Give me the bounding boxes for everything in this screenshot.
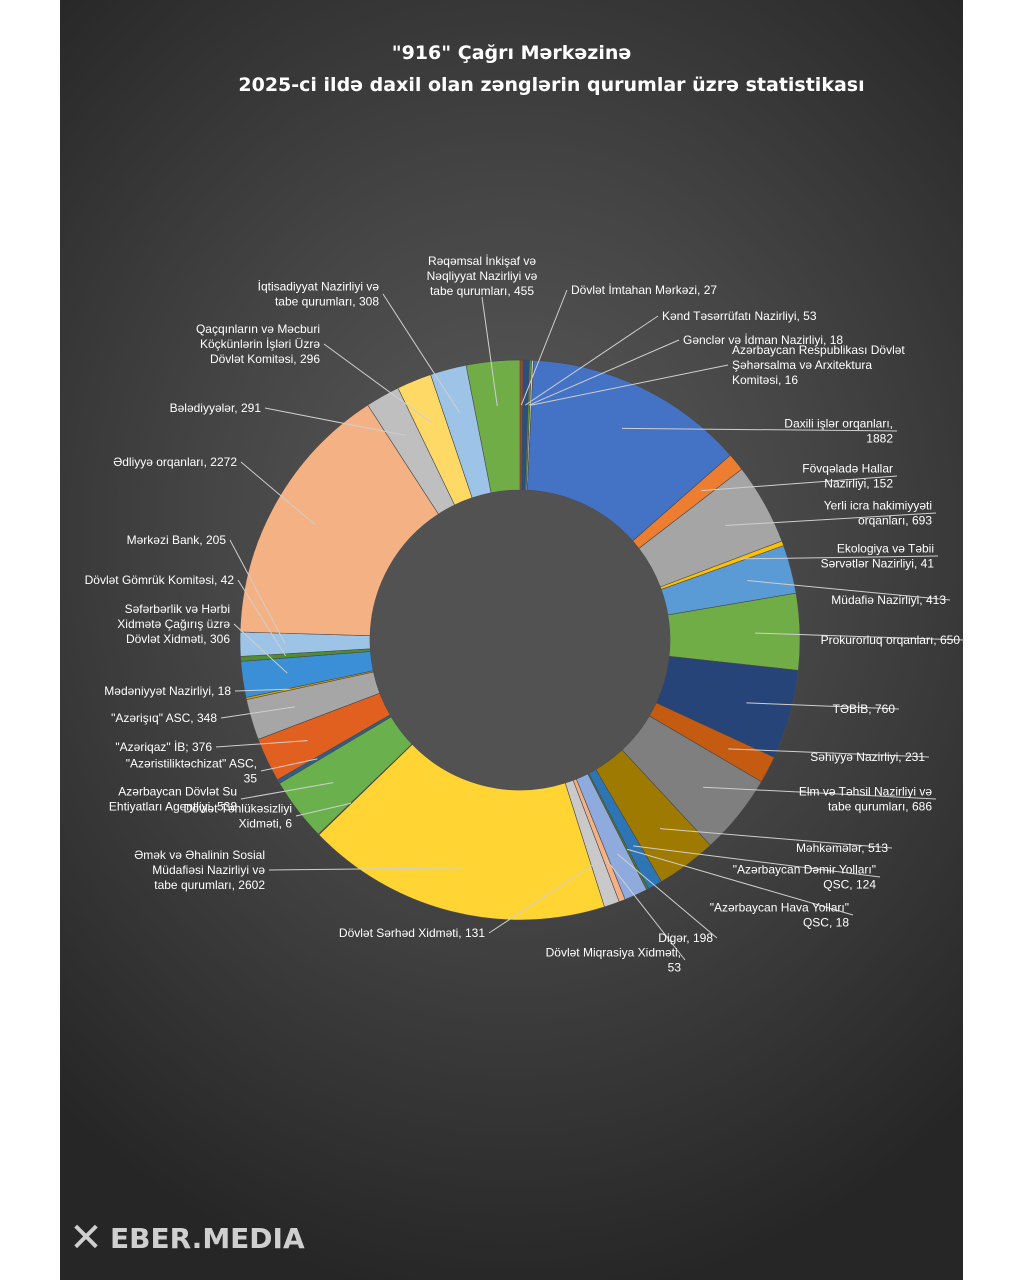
data-label: Dövlət Sərhəd Xidməti, 131 — [339, 926, 485, 940]
leader-line — [382, 293, 461, 414]
leader-lines-group — [215, 289, 965, 961]
leader-line — [747, 580, 951, 601]
data-label: Səhiyyə Nazirliyi, 231 — [810, 750, 925, 764]
leader-line — [240, 461, 316, 526]
slices-group — [239, 359, 801, 921]
data-label: Fövqəladə Hallar Nazirliyi, 152 — [802, 462, 893, 491]
data-label: "Azəristiliktəchizat" ASC, 35 — [126, 757, 258, 786]
leader-line — [725, 512, 937, 527]
leader-line — [520, 289, 568, 406]
data-label: Daxili işlər orqanları, 1882 — [784, 417, 893, 446]
leader-line — [525, 315, 659, 406]
leader-line — [264, 407, 405, 436]
watermark-text: EBER.MEDIA — [110, 1221, 305, 1255]
data-label: Ədliyyə orqanları, 2272 — [113, 455, 237, 469]
data-label: Gənclər və İdman Nazirliyi, 18 — [683, 333, 843, 347]
leader-line — [240, 782, 334, 800]
leader-line — [530, 364, 729, 406]
chart-subtitle: 2025-ci ildə daxil olan zənglərin quruml… — [238, 74, 865, 96]
data-label: "Azərbaycan Hava Yolları" QSC, 18 — [710, 901, 850, 930]
leader-line — [528, 339, 680, 406]
data-labels-group: Dövlət İmtahan Mərkəzi, 27 Kənd Təsərrüfa… — [85, 254, 961, 975]
leader-line — [229, 539, 286, 644]
x-logo-icon: ✕ — [69, 1215, 103, 1261]
data-label: Azərbaycan Dövlət Su Ehtiyatları Agentliy… — [109, 785, 237, 814]
leader-line — [626, 848, 854, 916]
leader-line — [746, 702, 900, 710]
data-label: Dövlət İmtahan Mərkəzi, 27 — [571, 283, 717, 297]
data-label: Digər, 198 — [658, 931, 713, 945]
data-label: Dövlət Təhlükəsizliyi Xidməti, 6 — [184, 802, 293, 831]
data-label: TƏBİB, 760 — [833, 702, 896, 716]
leader-line — [701, 475, 898, 492]
data-label: Səfərbərlik və Hərbi Xidmətə Çağırış üzrə… — [117, 602, 230, 646]
data-label: Mərkəzi Bank, 205 — [127, 533, 227, 547]
leader-line — [215, 740, 308, 748]
leader-line — [237, 579, 286, 657]
data-label: Dövlət Miqrasiya Xidməti, 53 — [546, 946, 682, 975]
doughnut-hole — [370, 490, 670, 790]
data-label: "Azərişıq" ASC, 348 — [111, 711, 217, 725]
data-label: Mədəniyyət Nazirliyi, 18 — [104, 684, 231, 698]
data-label: Qaçqınların və Məcburi Köçkünlərin İşləri… — [196, 322, 320, 366]
leader-line — [488, 861, 598, 934]
data-label: Kənd Təsərrüfatı Nazirliyi, 53 — [662, 309, 817, 323]
leader-line — [234, 688, 291, 692]
leader-line — [323, 343, 432, 423]
data-label: Əmək və Əhalinin Sosial Müdafiəsi Nazirli… — [134, 848, 265, 892]
data-label: Məhkəmələr, 513 — [796, 841, 888, 855]
watermark: ✕ EBER.MEDIA — [66, 1215, 305, 1261]
leader-line — [268, 867, 463, 871]
leader-line — [754, 632, 965, 641]
leader-line — [260, 758, 318, 772]
data-label: Müdafiə Nazirliyi, 413 — [831, 593, 946, 607]
data-label: Yerli icra hakimiyyəti orqanları, 693 — [824, 499, 933, 528]
leader-line — [481, 296, 498, 407]
leader-line — [660, 828, 893, 849]
data-label: Bələdiyyələr, 291 — [170, 401, 262, 415]
leader-line — [220, 706, 295, 719]
leader-line — [740, 555, 939, 560]
leader-line — [633, 845, 881, 878]
data-label: Elm və Təhsil Nazirliyi və tabe qurumları… — [799, 785, 932, 814]
leader-line — [295, 802, 352, 817]
leader-line — [616, 853, 718, 939]
data-label: Ekologiya və Təbii Sərvətlər Nazirliyi, 4… — [821, 542, 935, 571]
leader-line — [233, 623, 288, 674]
leader-line — [622, 427, 898, 432]
data-label: "Azəriqaz" İB; 376 — [115, 740, 212, 754]
leader-line — [605, 858, 686, 961]
data-label: İqtisadiyyat Nazirliyi və tabe qurumları,… — [258, 280, 380, 309]
leader-line — [728, 748, 930, 758]
data-label: "Azərbaycan Dəmir Yolları" QSC, 124 — [733, 863, 877, 892]
data-label: Dövlət Gömrük Komitəsi, 42 — [85, 573, 235, 587]
leader-line — [703, 786, 937, 800]
data-label: Rəqəmsal İnkişaf və Nəqliyyat Nazirliyi v… — [427, 254, 538, 298]
data-label: Azərbaycan Respublikası Dövlət Şəhərsalma… — [732, 343, 905, 387]
data-label: Prokurorluq orqanları, 650 — [821, 633, 961, 647]
chart-title: "916" Çağrı Mərkəzinə — [391, 42, 632, 64]
